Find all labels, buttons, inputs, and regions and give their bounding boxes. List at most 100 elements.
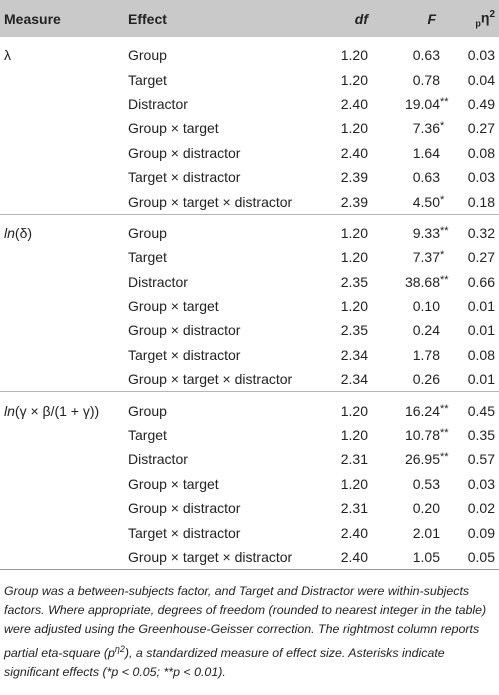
cell-df: 1.20 bbox=[340, 47, 368, 64]
cell-measure bbox=[0, 92, 128, 116]
table-row: Group × target 1.20 7.36* 0.27 bbox=[0, 116, 499, 140]
cell-effect: Group × target bbox=[128, 298, 219, 315]
cell-df: 2.34 bbox=[340, 346, 368, 363]
cell-f: 0.63 bbox=[376, 37, 458, 67]
f-value: 19.04 bbox=[404, 95, 440, 112]
cell-df: 2.40 bbox=[340, 524, 368, 541]
cell-eta: 0.03 bbox=[467, 47, 495, 64]
f-value: 38.68 bbox=[404, 273, 440, 290]
table-row: Target × distractor 2.40 2.01 0.09 bbox=[0, 520, 499, 544]
cell-effect: Group × target × distractor bbox=[128, 549, 293, 565]
cell-f: 26.95** bbox=[376, 447, 458, 471]
cell-effect: Group × target × distractor bbox=[128, 193, 293, 210]
significance-stars: * bbox=[440, 249, 445, 262]
cell-measure bbox=[0, 67, 128, 91]
significance-stars: ** bbox=[440, 402, 449, 415]
f-value: 4.50 bbox=[412, 193, 440, 210]
f-value: 1.05 bbox=[412, 549, 440, 565]
cell-f: 4.50* bbox=[376, 189, 458, 214]
f-value: 0.26 bbox=[412, 371, 440, 388]
cell-df: 2.39 bbox=[340, 169, 368, 186]
cell-measure: ln(γ × β/(1 + γ)) bbox=[4, 402, 100, 419]
table-row: Group × target × distractor 2.40 1.05 0.05 bbox=[0, 545, 499, 570]
cell-df: 1.20 bbox=[340, 71, 368, 88]
significance-stars: ** bbox=[440, 95, 449, 108]
cell-eta: 0.02 bbox=[467, 500, 495, 517]
cell-measure bbox=[0, 141, 128, 165]
cell-df: 2.39 bbox=[340, 193, 368, 210]
table-row: Group × distractor 2.35 0.24 0.01 bbox=[0, 318, 499, 342]
header-measure: Measure bbox=[4, 10, 61, 27]
f-value: 7.36 bbox=[412, 120, 440, 137]
header-effect: Effect bbox=[128, 10, 167, 27]
cell-measure bbox=[0, 472, 128, 496]
cell-measure bbox=[0, 367, 128, 392]
cell-df: 1.20 bbox=[340, 402, 368, 419]
table-footnote: Group was a between-subjects factor, and… bbox=[4, 582, 495, 682]
significance-stars: ** bbox=[440, 427, 449, 440]
cell-f: 2.01 bbox=[376, 520, 458, 544]
cell-eta: 0.45 bbox=[467, 402, 495, 419]
f-value: 2.01 bbox=[412, 524, 440, 541]
cell-effect: Target × distractor bbox=[128, 169, 241, 186]
footnote-part1: Group was a between-subjects factor, and… bbox=[4, 584, 487, 660]
cell-effect: Group bbox=[128, 402, 167, 419]
cell-eta: 0.01 bbox=[467, 371, 495, 388]
cell-measure bbox=[0, 545, 128, 570]
cell-measure bbox=[0, 496, 128, 520]
cell-f: 16.24** bbox=[376, 392, 458, 423]
cell-f: 1.05 bbox=[376, 545, 458, 570]
cell-eta: 0.32 bbox=[467, 224, 495, 241]
cell-f: 1.78 bbox=[376, 343, 458, 367]
table-row: Group × target 1.20 0.10 0.01 bbox=[0, 294, 499, 318]
table-row: Group × distractor 2.31 0.20 0.02 bbox=[0, 496, 499, 520]
table-row: Target × distractor 2.34 1.78 0.08 bbox=[0, 343, 499, 367]
cell-measure bbox=[0, 294, 128, 318]
cell-effect: Distractor bbox=[128, 95, 188, 112]
f-value: 0.24 bbox=[412, 322, 440, 339]
cell-eta: 0.01 bbox=[467, 298, 495, 315]
cell-eta: 0.08 bbox=[467, 144, 495, 161]
cell-effect: Target bbox=[128, 427, 167, 444]
cell-eta: 0.05 bbox=[467, 549, 495, 565]
cell-df: 1.20 bbox=[340, 427, 368, 444]
cell-eta: 0.27 bbox=[467, 120, 495, 137]
f-value: 1.78 bbox=[412, 346, 440, 363]
table-row: λ Group 1.20 0.63 0.03 bbox=[0, 37, 499, 67]
ln-prefix: ln bbox=[4, 224, 15, 241]
cell-effect: Group × target bbox=[128, 120, 219, 137]
cell-measure: λ bbox=[4, 47, 11, 64]
cell-eta: 0.08 bbox=[467, 346, 495, 363]
table-row: Distractor 2.35 38.68** 0.66 bbox=[0, 270, 499, 294]
significance-stars: ** bbox=[440, 273, 449, 286]
cell-eta: 0.49 bbox=[467, 95, 495, 112]
cell-f: 10.78** bbox=[376, 423, 458, 447]
cell-measure: ln(δ) bbox=[4, 224, 33, 241]
f-value: 0.10 bbox=[412, 298, 440, 315]
f-value: 0.63 bbox=[412, 169, 440, 186]
table-row: Target × distractor 2.39 0.63 0.03 bbox=[0, 165, 499, 189]
cell-f: 0.53 bbox=[376, 472, 458, 496]
cell-f: 0.26 bbox=[376, 367, 458, 392]
table-row: ln(δ) Group 1.20 9.33** 0.32 bbox=[0, 214, 499, 245]
cell-measure bbox=[0, 189, 128, 214]
cell-df: 2.34 bbox=[340, 371, 368, 388]
table-row: Distractor 2.40 19.04** 0.49 bbox=[0, 92, 499, 116]
f-value: 16.24 bbox=[404, 402, 440, 419]
header-eta-main: η bbox=[480, 9, 490, 26]
table-row: Target 1.20 10.78** 0.35 bbox=[0, 423, 499, 447]
cell-f: 0.20 bbox=[376, 496, 458, 520]
f-value: 0.20 bbox=[412, 500, 440, 517]
cell-effect: Group × distractor bbox=[128, 322, 241, 339]
cell-f: 0.24 bbox=[376, 318, 458, 342]
footnote-sup: η2 bbox=[114, 643, 125, 654]
header-f-label: F bbox=[427, 10, 436, 27]
cell-measure bbox=[0, 270, 128, 294]
table-header: Measure Effect df F pη2 bbox=[0, 0, 499, 37]
cell-effect: Group × target bbox=[128, 475, 219, 492]
table-row: ln(γ × β/(1 + γ)) Group 1.20 16.24** 0.45 bbox=[0, 392, 499, 423]
header-df: df bbox=[354, 10, 368, 27]
cell-eta: 0.18 bbox=[467, 193, 495, 210]
cell-measure bbox=[0, 165, 128, 189]
cell-measure bbox=[0, 343, 128, 367]
